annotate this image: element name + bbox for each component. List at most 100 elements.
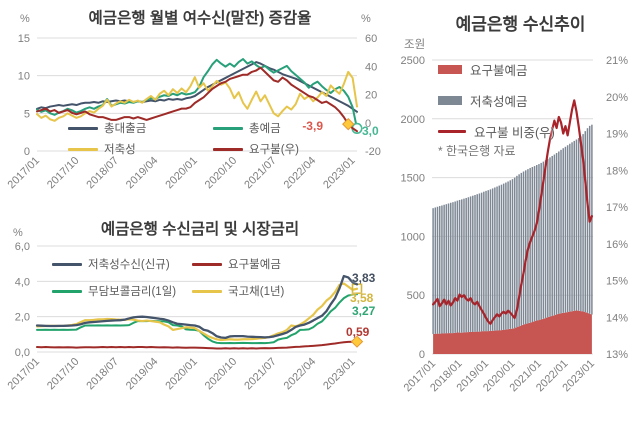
left-axis-unit: 조원	[404, 39, 426, 51]
annotation-demand-last-value: -3,9	[302, 119, 323, 133]
svg-text:14%: 14%	[606, 312, 628, 324]
svg-text:20%: 20%	[606, 92, 628, 104]
svg-text:2020/01: 2020/01	[163, 155, 200, 192]
call-rate-swatch	[52, 289, 82, 293]
svg-text:2017/10: 2017/10	[45, 155, 82, 192]
svg-text:15%: 15%	[606, 276, 628, 288]
legend-label: 총예금	[249, 123, 281, 135]
svg-text:15: 15	[18, 33, 30, 45]
legend-item-demand-deposit: 요구불예금	[192, 256, 284, 272]
svg-text:13%: 13%	[606, 349, 628, 361]
trend-chart-canvas: 0 500 1000 1500 2000 2500 13% 14% 15% 16% 17% 18% 19…	[401, 55, 629, 394]
svg-text:2017/01: 2017/01	[6, 356, 43, 393]
svg-text:0: 0	[24, 146, 30, 158]
demand-deposits-swatch	[438, 65, 462, 74]
legend-item-demand-ratio: 요구불 비중(우)	[438, 122, 555, 141]
source-note: * 한국은행 자료	[438, 144, 516, 158]
savings-swatch	[68, 147, 98, 151]
legend-label: 요구불 비중(우)	[474, 126, 555, 140]
svg-text:5: 5	[24, 108, 30, 120]
svg-text:2500: 2500	[401, 55, 425, 67]
growth-legend: 총대출금 총예금 저축성 요구불(우)	[68, 120, 299, 157]
legend-label: 무담보콜금리(1일)	[88, 286, 177, 298]
annotation-savings-rate: 3,83	[352, 271, 376, 285]
growth-chart-canvas: 0 5 10 15 -20 0 20 40 60 2017/01 2017/10 2018/07 201…	[6, 33, 381, 192]
svg-text:0: 0	[419, 349, 425, 361]
legend-label: 저축성예금	[470, 95, 528, 109]
svg-text:2017/01: 2017/01	[6, 155, 43, 192]
svg-text:2021/07: 2021/07	[242, 356, 279, 393]
svg-text:500: 500	[407, 290, 425, 302]
svg-text:2023/01: 2023/01	[321, 155, 358, 192]
svg-text:2022/04: 2022/04	[282, 155, 319, 192]
svg-text:2019/04: 2019/04	[124, 155, 161, 192]
svg-text:21%: 21%	[606, 55, 628, 67]
chart-growth-rate: 예금은행 월별 여수신(말잔) 증감율 % % 0 5 10 15 -20 0 20 40 60…	[0, 0, 400, 211]
chart-growth-title: 예금은행 월별 여수신(말잔) 증감율	[88, 10, 312, 27]
svg-text:2000: 2000	[401, 114, 425, 126]
legend-item-demand: 요구불(우)	[213, 141, 299, 157]
left-axis-unit: %	[13, 227, 23, 239]
svg-text:2018/07: 2018/07	[84, 155, 121, 192]
svg-text:20: 20	[365, 90, 377, 102]
total-deposits-swatch	[213, 126, 243, 130]
svg-text:1500: 1500	[401, 173, 425, 185]
legend-item-total-loans: 총대출금	[68, 120, 213, 136]
legend-label: 요구불(우)	[249, 144, 299, 156]
legend-label: 저축성	[104, 144, 136, 156]
trend-legend: 요구불예금 저축성예금 요구불 비중(우)	[438, 60, 555, 141]
legend-item-savings-deposits: 저축성예금	[438, 91, 555, 110]
svg-text:4,0: 4,0	[15, 276, 30, 288]
chart-interest-rates: 예금은행 수신금리 및 시장금리 % 0,0 2,0 4,0 6,0 2017/01 20…	[0, 211, 400, 421]
svg-text:2017/10: 2017/10	[45, 356, 82, 393]
svg-text:19%: 19%	[606, 129, 628, 141]
rates-chart-canvas: 0,0 2,0 4,0 6,0 2017/01 2017/10 2018/07 2019/04…	[6, 241, 364, 393]
svg-text:0,0: 0,0	[15, 347, 30, 359]
legend-item-total-deposits: 총예금	[213, 120, 299, 136]
svg-text:2021/07: 2021/07	[242, 155, 279, 192]
legend-label: 저축성수신(신규)	[88, 259, 170, 271]
savings-deposits-swatch	[438, 96, 462, 105]
svg-text:17%: 17%	[606, 202, 628, 214]
svg-text:6,0: 6,0	[15, 241, 30, 253]
legend-label: 요구불예금	[228, 259, 281, 271]
demand-ratio-swatch	[438, 130, 466, 133]
legend-item-savings-new: 저축성수신(신규)	[52, 256, 192, 272]
legend-label: 요구불예금	[470, 64, 528, 78]
legend-label: 국고채(1년)	[228, 286, 285, 298]
legend-item-treasury-bond: 국고채(1년)	[192, 283, 284, 299]
chart-rates-title: 예금은행 수신금리 및 시장금리	[100, 221, 300, 238]
svg-text:2022/04: 2022/04	[282, 356, 319, 393]
legend-label: 총대출금	[104, 123, 147, 135]
svg-text:2020/10: 2020/10	[203, 356, 240, 393]
left-axis-unit: %	[20, 13, 30, 25]
svg-text:-20: -20	[365, 146, 381, 158]
demand-deposit-swatch	[192, 262, 222, 266]
total-loans-swatch	[68, 126, 98, 130]
chart-deposit-trend: 예금은행 수신추이 조원 0 500 1000 1500 2000 2500 13% 14% 1…	[400, 0, 641, 421]
svg-text:60: 60	[365, 33, 377, 45]
svg-text:2020/01: 2020/01	[163, 356, 200, 393]
svg-text:18%: 18%	[606, 165, 628, 177]
svg-text:2,0: 2,0	[15, 312, 30, 324]
svg-text:2023/01: 2023/01	[321, 356, 358, 393]
svg-text:40: 40	[365, 61, 377, 73]
svg-text:1000: 1000	[401, 231, 425, 243]
legend-item-savings: 저축성	[68, 141, 213, 157]
svg-text:10: 10	[18, 71, 30, 83]
svg-text:0: 0	[365, 118, 371, 130]
annotation-deposit-last-value: 3,0	[362, 124, 379, 138]
svg-text:2019/04: 2019/04	[124, 356, 161, 393]
savings-new-swatch	[52, 262, 82, 266]
treasury-bond-swatch	[192, 289, 222, 293]
svg-text:2020/10: 2020/10	[203, 155, 240, 192]
annotation-demand-rate: 0,59	[346, 325, 370, 339]
rates-legend: 저축성수신(신규) 요구불예금 무담보콜금리(1일) 국고채(1년)	[52, 256, 284, 299]
annotation-call-rate: 3,27	[352, 304, 376, 318]
svg-text:2018/07: 2018/07	[84, 356, 121, 393]
right-axis-unit: %	[361, 13, 371, 25]
legend-item-demand-deposits: 요구불예금	[438, 60, 555, 79]
demand-swatch	[213, 147, 243, 151]
chart-trend-title: 예금은행 수신추이	[455, 15, 586, 34]
